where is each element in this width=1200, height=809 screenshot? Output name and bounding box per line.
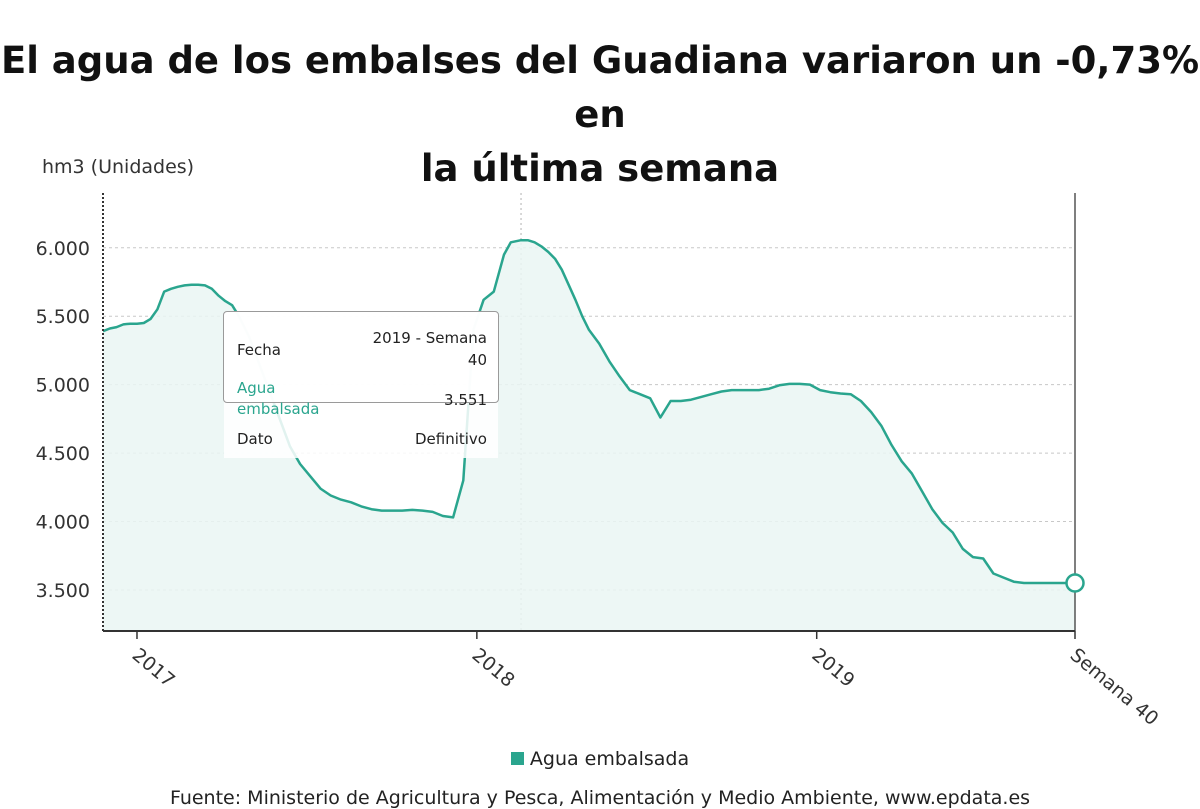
tooltip-frame: [223, 311, 499, 403]
legend-swatch: [510, 752, 524, 765]
chart-title-line-1: El agua de los embalses del Guadiana var…: [0, 39, 1200, 136]
axes-layer: [102, 193, 1076, 639]
y-axis-label: hm3 (Unidades): [42, 156, 195, 178]
legend[interactable]: Agua embalsada: [0, 748, 1200, 770]
x-tick-label: 2018: [468, 644, 519, 692]
x-tick-label: Semana 40: [1066, 644, 1163, 730]
series-line[interactable]: [102, 238, 1075, 585]
x-tick-label: 2017: [128, 644, 179, 692]
y-tick-label: 4.500: [36, 443, 90, 465]
tooltip-dato-label: Dato: [237, 430, 273, 448]
series-area-fill: [103, 240, 1075, 631]
y-tick-label: 3.500: [36, 580, 90, 602]
tooltip-fecha-label: Fecha: [237, 341, 281, 359]
tooltip-row-agua: Agua embalsada 3.551: [237, 379, 487, 421]
highlight-point-marker[interactable]: [1065, 573, 1085, 593]
tooltip-dato-value: Definitivo: [414, 430, 487, 448]
y-tick-label: 5.000: [36, 375, 90, 397]
tooltip-agua-label-line-1: Agua: [237, 379, 276, 397]
tooltip-row-fecha: Fecha 2019 - Semana 40: [237, 329, 487, 369]
y-tick-label: 4.000: [36, 512, 90, 534]
y-tick-label: 6.000: [36, 238, 90, 260]
tooltip-fecha-value-line-2: 40: [467, 351, 487, 369]
source-note: Fuente: Ministerio de Agricultura y Pesc…: [169, 787, 1031, 809]
tooltip-agua-value: 3.551: [444, 391, 487, 409]
tooltip-row-dato: Dato Definitivo: [237, 430, 487, 450]
x-tick-label: 2019: [807, 644, 858, 692]
tooltip-fecha-value-line-1: 2019 - Semana: [372, 329, 487, 347]
legend-label: Agua embalsada: [529, 748, 690, 770]
chart-title-line-2: la última semana: [420, 147, 780, 190]
chart-title: El agua de los embalses del Guadiana var…: [0, 34, 1200, 196]
y-tick-label: 5.500: [36, 306, 90, 328]
tooltip-agua-label-line-2: embalsada: [237, 400, 320, 418]
data-tooltip: Fecha 2019 - Semana 40 Agua embalsada 3.…: [223, 311, 499, 459]
